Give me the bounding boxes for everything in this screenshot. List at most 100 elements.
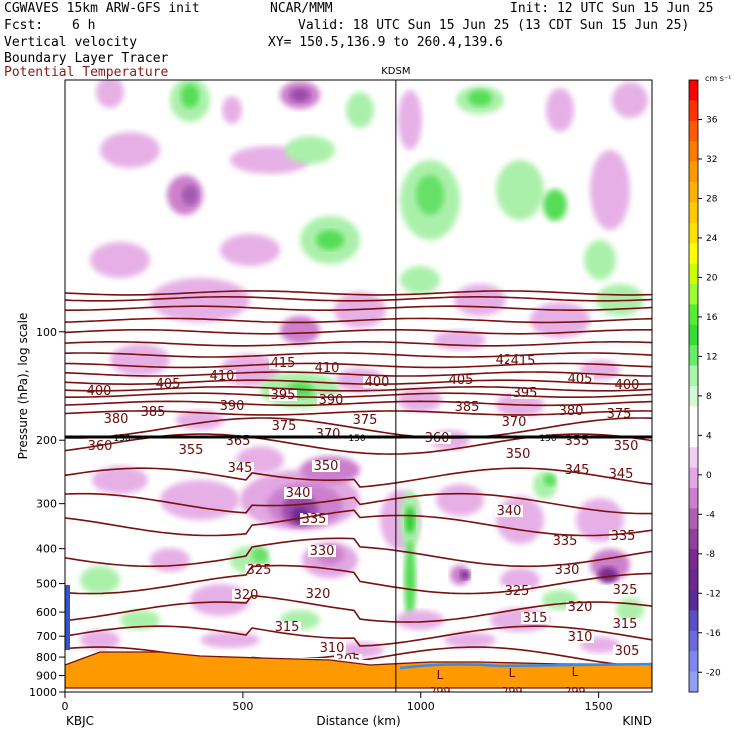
isentrope-330: [65, 509, 652, 537]
velocity-cell: [436, 484, 484, 516]
y-tick-label: 500: [36, 578, 57, 591]
model-title: CGWAVES 15km ARW-GFS init: [4, 1, 200, 16]
velocity-cell: [316, 230, 344, 250]
colorbar-swatch: [689, 263, 698, 285]
isentrope-label: 345: [228, 461, 253, 476]
colorbar-swatch: [689, 467, 698, 489]
y-tick-label: 100: [36, 326, 57, 339]
colorbar-swatch: [689, 182, 698, 203]
isentrope-340: [65, 467, 652, 488]
boundary-layer-tracer: [65, 651, 652, 689]
colorbar-tick-label: 0: [706, 471, 712, 481]
isentrope-label: 370: [502, 415, 527, 430]
isentrope-375: [65, 379, 652, 386]
velocity-cell: [346, 92, 374, 128]
isentrope-label-bg: [363, 376, 391, 388]
field-vertical-velocity: Vertical velocity: [4, 35, 138, 50]
isentrope-label-bg: [273, 621, 301, 633]
colorbar-swatch: [689, 243, 698, 265]
isentrope-335: [65, 492, 652, 515]
isentrope-label: 310: [320, 641, 345, 656]
velocity-cell: [590, 150, 630, 230]
isentrope-label: 395: [513, 386, 538, 401]
velocity-cell: [182, 185, 198, 205]
isentrope-label: 320: [306, 587, 331, 602]
colorbar-swatch: [689, 304, 698, 326]
isentrope-385: [65, 362, 652, 369]
velocity-cell: [543, 189, 567, 221]
isentrope-label-bg: [566, 631, 594, 643]
colorbar-tick-label: -12: [706, 589, 721, 599]
isentrope-label-bg: [318, 642, 346, 654]
isentrope-label-bg: [611, 618, 639, 630]
colorbar-swatch: [689, 590, 698, 611]
valid-time: Valid: 18 UTC Sun 15 Jun 25 (13 CDT Sun …: [298, 18, 690, 33]
colorbar-swatch: [689, 386, 698, 407]
isentrope-390: [65, 352, 652, 358]
velocity-edge: [65, 585, 70, 650]
isentrope-label-bg: [613, 645, 641, 657]
colorbar-swatch: [689, 365, 698, 387]
isentrope-label: 375: [353, 413, 378, 428]
isentrope-label: 325: [613, 583, 638, 598]
colorbar-swatch: [689, 202, 698, 224]
isentrope-355: [65, 410, 652, 416]
velocity-cell: [598, 567, 618, 583]
y-tick-label: 900: [36, 670, 57, 683]
surface-theta-label: 299: [502, 685, 523, 698]
colorbar-swatch: [689, 284, 698, 305]
y-tick-label: 1000: [29, 686, 57, 699]
field-potential-temperature: Potential Temperature: [4, 65, 169, 80]
isentrope-370: [65, 386, 652, 392]
colorbar-unit: cm s⁻¹: [705, 74, 731, 83]
isentrope-label: 360: [88, 439, 113, 454]
isentrope-label-bg: [495, 505, 523, 517]
isentrope-label-bg: [270, 420, 298, 432]
velocity-cell: [150, 548, 190, 572]
isentrope-420: [65, 290, 652, 296]
isentrope-label: 355: [179, 443, 204, 458]
isentrope-label-bg: [504, 448, 532, 460]
isentrope-label: 330: [555, 563, 580, 578]
isentrope-label: 405: [156, 377, 181, 392]
velocity-cell: [396, 610, 444, 630]
velocity-cell: [280, 316, 320, 344]
x-tick-label: 1500: [585, 700, 613, 713]
colorbar-swatch: [689, 345, 698, 367]
cross-section-endpoints: XY= 150.5,136.9 to 260.4,139.6: [268, 35, 503, 50]
plot-frame: KDSM: [64, 66, 653, 693]
x-tick-label: 0: [62, 700, 69, 713]
isentrope-405: [65, 317, 652, 324]
velocity-cell: [100, 132, 160, 168]
colorbar-tick-label: 8: [706, 392, 712, 402]
x-axis-label: Distance (km): [316, 714, 400, 728]
isentrope-label: 400: [615, 378, 640, 393]
isentrope-label: 375: [272, 419, 297, 434]
colorbar-tick-label: -8: [706, 550, 715, 560]
velocity-cell: [90, 242, 150, 278]
velocity-cell: [584, 240, 616, 280]
colorbar-swatch: [689, 426, 698, 448]
isentrope-label: 390: [319, 393, 344, 408]
velocity-cell: [444, 632, 496, 648]
isentrope-label-bg: [611, 584, 639, 596]
isentrope-label: 345: [565, 463, 590, 478]
isentrope-label-bg: [284, 487, 312, 499]
velocity-cell: [544, 474, 556, 486]
tropopause-label: 150: [539, 434, 556, 444]
isentrope-label-bg: [553, 564, 581, 576]
velocity-cell: [120, 610, 160, 630]
isentrope-label: 380: [104, 412, 129, 427]
isentrope-label-bg: [500, 416, 528, 428]
velocity-cell: [416, 175, 444, 215]
isentrope-315: [65, 594, 652, 623]
velocity-cell: [80, 630, 120, 650]
velocity-cell: [405, 506, 415, 534]
colorbar-tick-label: -20: [706, 668, 721, 678]
isentrope-360: [65, 400, 652, 407]
colorbar-swatch: [689, 100, 698, 122]
surface-theta-label: 299: [565, 685, 586, 698]
forecast-label: Fcst:: [4, 18, 44, 33]
colorbar-swatch: [689, 630, 698, 652]
